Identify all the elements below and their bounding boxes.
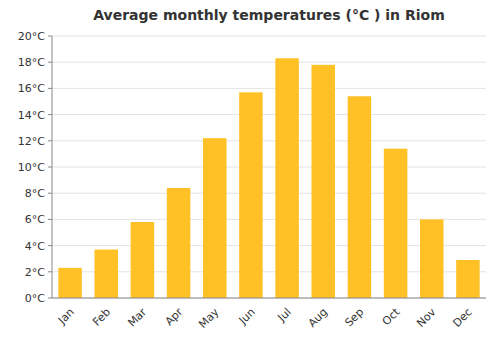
bar (420, 219, 444, 298)
y-tick (48, 298, 52, 299)
y-axis-line (52, 36, 53, 298)
y-tick (48, 36, 52, 37)
x-tick-label: Nov (414, 305, 439, 330)
bar (348, 96, 372, 298)
x-tick-label: Apr (163, 305, 186, 328)
y-tick (48, 245, 52, 246)
y-tick (48, 271, 52, 272)
bar (239, 92, 263, 298)
y-tick-label: 14°C (18, 109, 45, 122)
x-tick-label: May (196, 305, 222, 331)
x-tick-label: Dec (450, 306, 474, 330)
grid-line (52, 140, 486, 141)
chart-svg: Average monthly temperatures (°C ) in Ri… (0, 0, 500, 350)
y-tick-label: 2°C (25, 266, 45, 279)
bar (456, 260, 480, 298)
x-tick-label: Aug (306, 306, 330, 330)
grid-line (52, 62, 486, 63)
chart-container: Average monthly temperatures (°C ) in Ri… (0, 0, 500, 350)
y-tick (48, 167, 52, 168)
y-tick-label: 16°C (18, 82, 45, 95)
y-tick (48, 193, 52, 194)
grid-line (52, 88, 486, 89)
y-tick (48, 62, 52, 63)
x-axis: Jan Feb Mar Apr May Jun Jul Aug Sep Oct Nov Dec (52, 298, 486, 331)
grid-line (52, 298, 486, 299)
grid-line (52, 193, 486, 194)
x-tick-label: Feb (90, 306, 113, 329)
grid (52, 36, 486, 298)
y-tick (48, 219, 52, 220)
x-tick-label: Jun (236, 306, 258, 328)
x-tick-label: Jul (275, 306, 294, 325)
y-tick-label: 6°C (25, 213, 45, 226)
bar (94, 250, 118, 298)
y-tick-label: 0°C (25, 292, 45, 305)
bar (203, 138, 227, 298)
y-tick (48, 88, 52, 89)
y-tick (48, 114, 52, 115)
x-axis-line (52, 298, 486, 299)
chart-title: Average monthly temperatures (°C ) in Ri… (93, 7, 444, 23)
y-tick-label: 18°C (18, 56, 45, 69)
bar (311, 65, 335, 298)
bar (131, 222, 155, 298)
y-tick (48, 140, 52, 141)
y-tick-label: 12°C (18, 135, 45, 148)
x-tick-label: Oct (380, 305, 403, 328)
grid-line (52, 114, 486, 115)
bar (384, 149, 408, 298)
y-axis: 0°C 2°C 4°C 6°C 8°C 10°C 12°C 14°C 16°C 18°C 20°C (18, 30, 52, 305)
y-tick-label: 10°C (18, 161, 45, 174)
y-tick-label: 8°C (25, 187, 45, 200)
bar (58, 268, 82, 298)
bars (58, 58, 479, 298)
grid-line (52, 167, 486, 168)
bar (275, 58, 299, 298)
bar (167, 188, 191, 298)
x-tick-label: Mar (125, 305, 149, 329)
grid-line (52, 36, 486, 37)
y-tick-label: 20°C (18, 30, 45, 43)
x-tick-label: Jan (55, 306, 77, 328)
x-tick-label: Sep (342, 306, 366, 330)
y-tick-label: 4°C (25, 240, 45, 253)
